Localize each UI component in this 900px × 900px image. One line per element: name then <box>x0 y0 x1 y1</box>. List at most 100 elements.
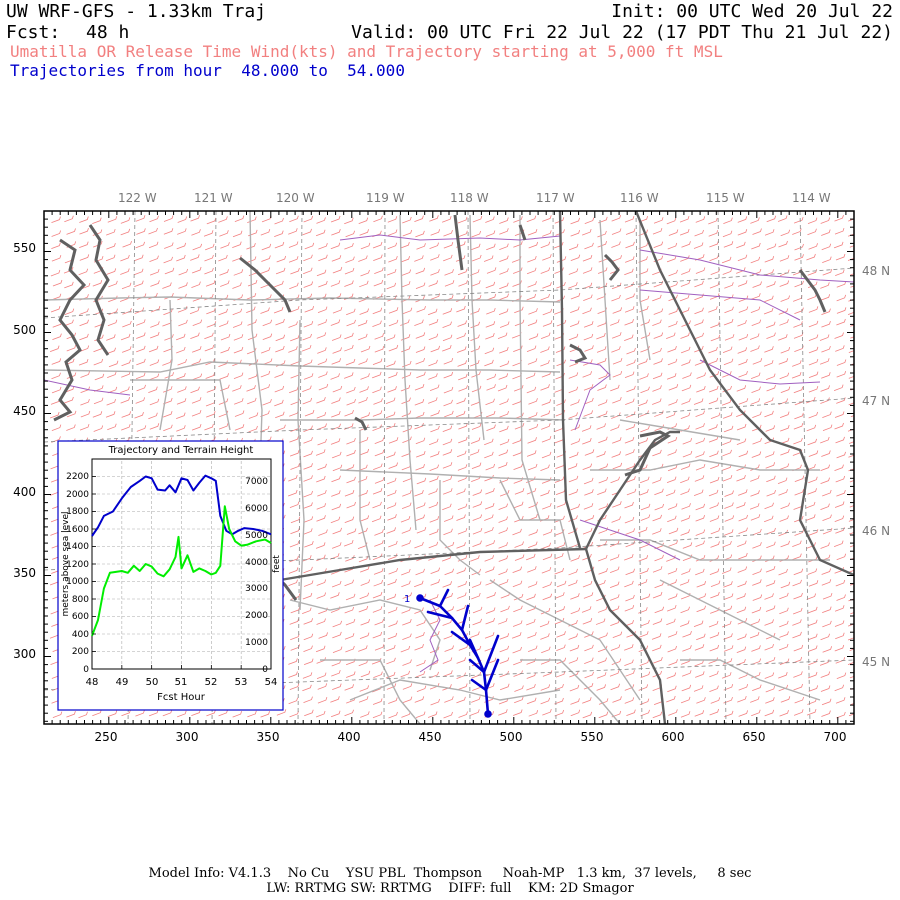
wind-barb <box>428 488 438 495</box>
wind-barb <box>513 593 524 601</box>
wind-barb <box>554 217 565 224</box>
wind-barb <box>442 216 452 223</box>
wind-barb <box>528 529 539 536</box>
wind-barb <box>499 268 509 275</box>
wind-barb <box>584 671 594 679</box>
wind-barb <box>315 449 326 456</box>
wind-barb <box>736 241 746 249</box>
wind-barb <box>582 553 592 561</box>
wind-barb <box>330 373 340 380</box>
wind-barb <box>430 345 441 353</box>
wind-barb <box>693 489 704 497</box>
wind-barb <box>486 293 497 301</box>
wind-barb <box>724 334 735 341</box>
wind-barb <box>695 540 705 547</box>
wind-barb <box>374 644 385 651</box>
wind-barb <box>625 256 635 263</box>
wind-barb <box>192 319 203 326</box>
release-subtitle: Umatilla OR Release Time Wind(kts) and T… <box>10 42 723 61</box>
wind-barb <box>204 344 215 352</box>
wind-barb <box>163 215 174 222</box>
wind-barb <box>386 657 396 665</box>
wind-barb <box>177 228 187 235</box>
wind-barb <box>484 438 494 446</box>
wind-barb <box>444 696 454 703</box>
wind-barb <box>766 489 776 497</box>
wind-barb <box>484 555 495 562</box>
wind-barb <box>525 372 536 379</box>
wind-barb <box>442 581 452 588</box>
wind-barb <box>667 449 677 456</box>
wind-barb <box>764 619 774 626</box>
wind-barb <box>414 384 425 391</box>
inset-y2-tick: 7000 <box>245 477 268 487</box>
wind-barb <box>498 516 508 523</box>
wind-barb <box>303 215 314 223</box>
wind-barb <box>401 580 411 588</box>
wind-barb <box>821 698 832 706</box>
wind-barb <box>106 334 116 341</box>
wind-barb <box>232 282 242 289</box>
wind-barb <box>402 619 412 626</box>
wind-barb <box>234 215 245 222</box>
wind-barb <box>177 710 187 718</box>
wind-barb <box>806 593 817 600</box>
wind-barb <box>749 503 760 510</box>
wind-barb <box>526 618 536 626</box>
wind-barb <box>456 295 466 303</box>
trajectory-subtitle: Trajectories from hour 48.000 to 54.000 <box>10 61 405 80</box>
wind-barb <box>344 372 354 379</box>
wind-barb <box>637 578 648 586</box>
wind-barb <box>317 489 327 497</box>
wind-barb <box>234 398 244 405</box>
wind-barb <box>847 428 854 432</box>
wind-barb <box>316 411 327 419</box>
wind-barb <box>624 334 634 342</box>
wind-barb <box>414 607 424 614</box>
wind-barb <box>372 488 383 495</box>
wind-barb <box>373 568 384 575</box>
wind-barb <box>373 671 383 678</box>
wind-barb <box>374 333 384 340</box>
wind-barb <box>652 227 663 235</box>
wind-barb <box>710 541 720 548</box>
wind-barb <box>444 269 454 276</box>
wind-barb <box>374 267 384 275</box>
wind-barb <box>456 450 467 458</box>
wind-barb <box>766 373 776 380</box>
wind-barb <box>388 319 399 327</box>
wind-barb <box>723 696 733 704</box>
wind-barb <box>499 657 510 664</box>
wind-barb <box>331 451 342 459</box>
wind-barb <box>821 450 831 457</box>
wind-barb <box>624 697 635 704</box>
wind-barb <box>639 476 650 484</box>
wind-barb <box>567 463 578 470</box>
wind-barb <box>808 529 819 536</box>
wind-barb <box>206 321 217 328</box>
wind-barb <box>752 424 762 432</box>
wind-barb <box>122 320 132 328</box>
wind-barb <box>359 685 370 692</box>
wind-barb <box>318 280 328 288</box>
wind-barb <box>315 229 326 237</box>
wind-barb <box>555 542 566 549</box>
wind-barb <box>191 358 201 366</box>
wind-barb <box>303 658 314 666</box>
wind-barb <box>780 425 790 432</box>
lon-label: 122 W <box>118 191 157 205</box>
wind-barb <box>358 464 368 472</box>
wind-barb <box>540 697 551 705</box>
wind-barb <box>695 515 705 522</box>
wind-barb <box>513 241 523 248</box>
wind-barb <box>346 501 356 509</box>
wind-barb <box>819 659 830 666</box>
wind-barb <box>850 612 854 615</box>
wind-barb <box>808 411 819 419</box>
wind-barb <box>836 307 847 314</box>
wind-barb <box>513 463 523 471</box>
wind-barb <box>416 526 427 534</box>
wind-barb <box>514 488 525 495</box>
wind-barb <box>358 659 369 667</box>
wind-barb <box>709 476 720 484</box>
